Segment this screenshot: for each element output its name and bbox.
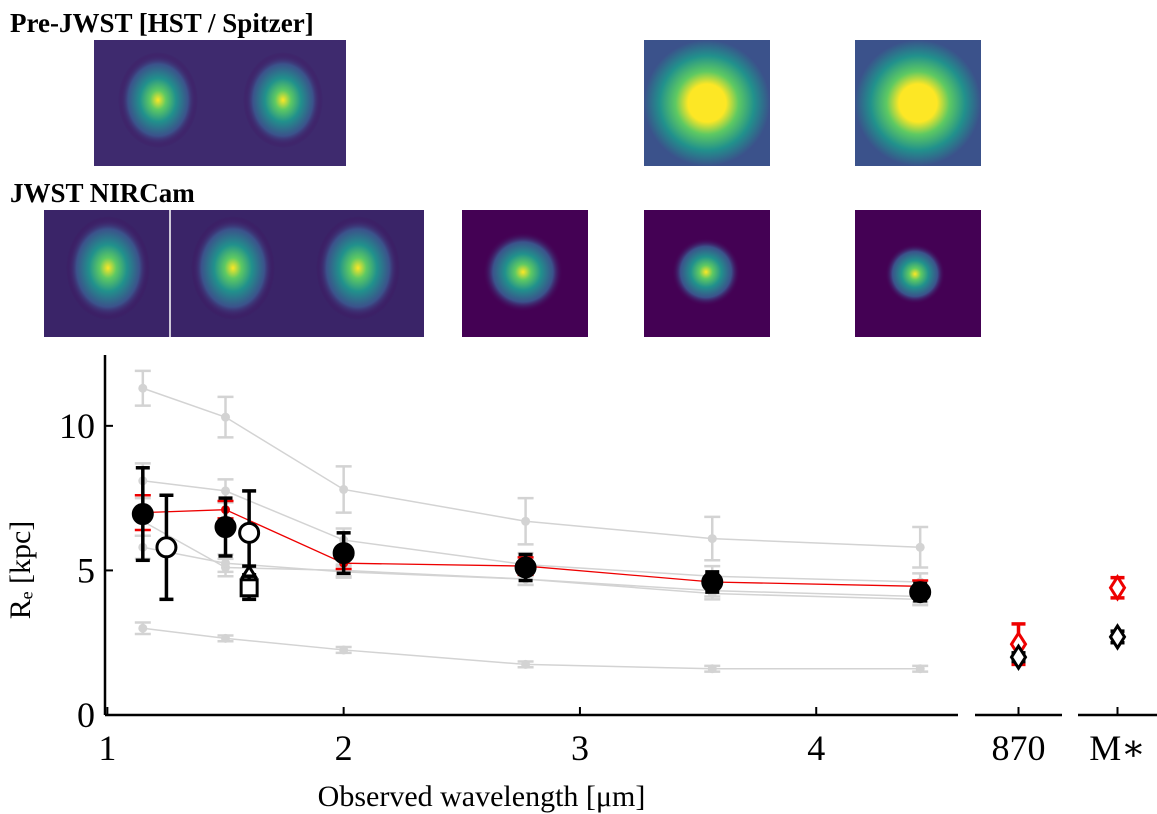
galaxy — [483, 232, 563, 312]
figure: Pre-JWST [HST / Spitzer] JWST NIRCam 0 5 1… — [0, 0, 1157, 814]
point — [221, 413, 230, 422]
x-tick-label: M∗ — [1089, 728, 1145, 768]
point — [1111, 626, 1125, 648]
x-tick-label: 870 — [992, 728, 1046, 768]
point — [708, 664, 717, 673]
point — [521, 660, 530, 669]
y-tick-label: 0 — [77, 695, 95, 735]
point — [138, 624, 147, 633]
point — [708, 534, 717, 543]
x-tick-label: 4 — [807, 728, 825, 768]
point — [221, 559, 230, 568]
series-line — [143, 388, 920, 547]
point — [703, 572, 722, 591]
galaxy — [66, 216, 150, 320]
point — [916, 664, 925, 673]
point — [221, 486, 230, 495]
galaxy — [672, 238, 740, 306]
y-axis-label: Rₑ [kpc] — [4, 521, 37, 620]
point — [911, 583, 930, 602]
point — [339, 485, 348, 494]
galaxy — [316, 216, 400, 320]
point — [516, 558, 535, 577]
point — [916, 543, 925, 552]
thumbnail — [644, 40, 770, 166]
y-tick-label: 5 — [77, 550, 95, 590]
galaxy — [118, 52, 198, 148]
x-tick-label: 1 — [98, 728, 116, 768]
plot: 0 5 10 1 2 3 4 Observed wavelength [μm] Rₑ [kpc]… — [4, 355, 1157, 813]
galaxy — [885, 244, 945, 304]
point — [241, 580, 257, 596]
thumbnail — [855, 40, 981, 166]
point — [157, 538, 176, 557]
point — [138, 384, 147, 393]
point — [339, 645, 348, 654]
y-tick-label: 10 — [59, 406, 95, 446]
point — [334, 544, 353, 563]
point — [240, 523, 259, 542]
point — [133, 505, 152, 524]
point — [221, 634, 230, 643]
x-tick-label: 2 — [335, 728, 353, 768]
page: Pre-JWST [HST / Spitzer] JWST NIRCam 0 5 1… — [0, 0, 1157, 814]
galaxy — [191, 216, 275, 320]
galaxy — [243, 52, 323, 148]
point — [1111, 577, 1125, 599]
x-axis-label: Observed wavelength [μm] — [318, 780, 646, 813]
section-header: JWST NIRCam — [10, 178, 195, 208]
section-header: Pre-JWST [HST / Spitzer] — [10, 8, 314, 38]
x-tick-label: 3 — [571, 728, 589, 768]
point — [521, 517, 530, 526]
point — [216, 518, 235, 537]
